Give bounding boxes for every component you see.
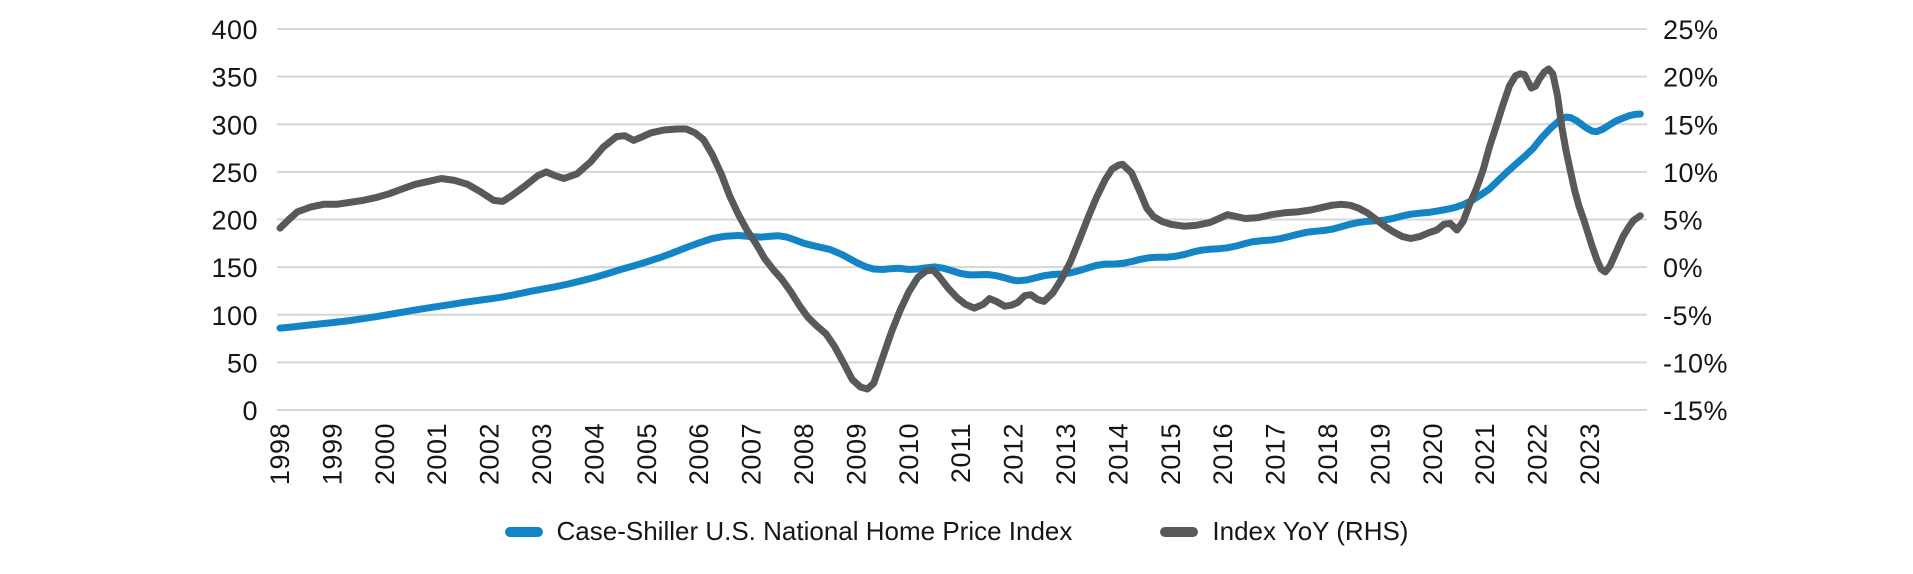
x-axis-year-label: 2020 (1418, 423, 1448, 485)
right-axis-tick-label: 10% (1663, 158, 1719, 188)
x-axis-year-label: 2022 (1523, 423, 1553, 485)
legend-swatch-index-yoy (1160, 526, 1199, 537)
series-line-index-yoy (276, 65, 1644, 393)
left-axis-tick-label: 350 (211, 63, 258, 93)
legend-item-case-shiller: Case-Shiller U.S. National Home Price In… (504, 516, 1073, 547)
right-axis-tick-label: 5% (1663, 206, 1703, 236)
left-axis-tick-label: 50 (227, 348, 258, 378)
right-axis-tick-label: 0% (1663, 253, 1703, 283)
left-axis-tick-label: 300 (211, 110, 258, 140)
legend-label-index-yoy: Index YoY (RHS) (1212, 516, 1409, 546)
x-axis-year-label: 2007 (737, 423, 767, 485)
left-axis-tick-label: 150 (211, 253, 258, 283)
x-axis-year-label: 2018 (1313, 423, 1343, 485)
right-axis-tick-label: 20% (1663, 63, 1719, 93)
right-axis-tick-label: -10% (1663, 348, 1728, 378)
x-axis-year-label: 2011 (946, 423, 976, 483)
left-axis-tick-label: 200 (211, 206, 258, 236)
x-axis-year-label: 2010 (894, 423, 924, 485)
x-axis-year-label: 2013 (1051, 423, 1081, 485)
right-axis-tick-label: -15% (1663, 396, 1728, 426)
x-axis-year-label: 2000 (370, 423, 400, 485)
right-axis-tick-label: 25% (1663, 15, 1719, 45)
chart-legend: Case-Shiller U.S. National Home Price In… (0, 516, 1913, 547)
x-axis-year-label: 2019 (1365, 423, 1395, 485)
right-axis-tick-label: 15% (1663, 110, 1719, 140)
x-axis-year-label: 2005 (632, 423, 662, 485)
legend-swatch-case-shiller (504, 526, 543, 537)
x-axis-year-label: 2009 (841, 423, 871, 485)
left-axis-tick-label: 400 (211, 15, 258, 45)
x-axis-year-label: 1999 (317, 423, 347, 485)
x-axis-year-label: 2021 (1470, 423, 1500, 485)
x-axis-year-label: 2016 (1208, 423, 1238, 485)
x-axis-year-label: 2003 (527, 423, 557, 485)
x-axis-year-label: 2002 (475, 423, 505, 485)
x-axis-year-label: 2012 (999, 423, 1029, 485)
right-axis-tick-label: -5% (1663, 301, 1713, 331)
legend-item-index-yoy: Index YoY (RHS) (1160, 516, 1408, 547)
x-axis-year-label: 2017 (1261, 423, 1291, 485)
x-axis-year-label: 1998 (265, 423, 295, 485)
x-axis-year-label: 2006 (684, 423, 714, 485)
x-axis-year-label: 2023 (1575, 423, 1605, 485)
legend-label-case-shiller: Case-Shiller U.S. National Home Price In… (556, 516, 1073, 546)
left-axis-tick-label: 100 (211, 301, 258, 331)
x-axis-year-label: 2001 (422, 423, 452, 485)
x-axis-year-label: 2008 (789, 423, 819, 485)
left-axis-tick-label: 250 (211, 158, 258, 188)
left-axis-tick-label: 0 (242, 396, 258, 426)
x-axis-year-label: 2014 (1103, 423, 1133, 485)
x-axis-year-label: 2015 (1156, 423, 1186, 485)
x-axis-year-label: 2004 (579, 423, 609, 485)
